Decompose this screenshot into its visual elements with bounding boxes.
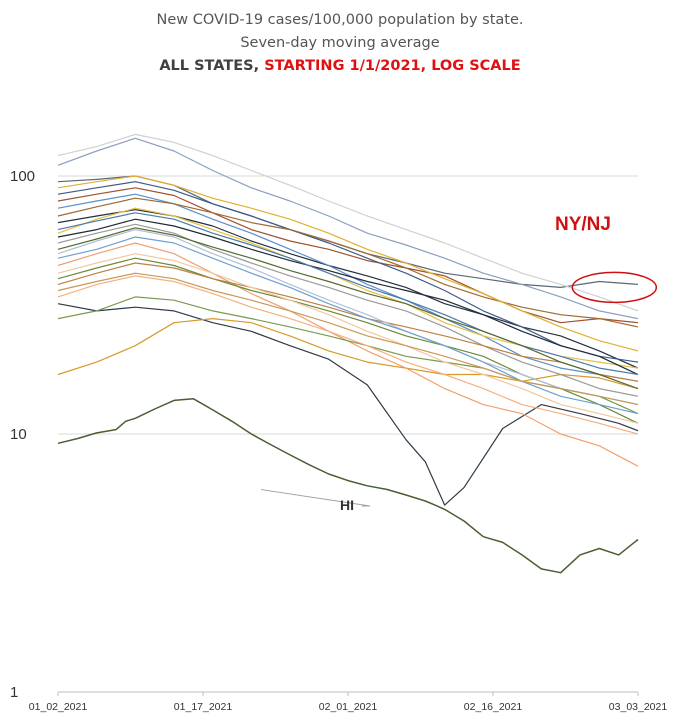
x-tick-label-0: 01_02_2021 bbox=[29, 701, 88, 713]
series-line-state-17 bbox=[57, 197, 639, 328]
chart-title-line2: Seven-day moving average bbox=[240, 35, 440, 51]
y-tick-label-10: 10 bbox=[10, 426, 27, 443]
chart-title-line3: ALL STATES, STARTING 1/1/2021, LOG SCALE bbox=[0, 58, 680, 74]
series-line-state-2 bbox=[57, 209, 639, 369]
series-line-state-11 bbox=[57, 181, 639, 363]
series-line-state-14 bbox=[57, 296, 639, 415]
series-line-state-5 bbox=[57, 137, 639, 320]
series-line-state-3 bbox=[57, 187, 639, 324]
series-line-state-13 bbox=[57, 229, 639, 406]
annotation-leader-hi bbox=[260, 489, 371, 507]
y-tick-label-100: 100 bbox=[10, 168, 35, 185]
series-line-state-12 bbox=[57, 262, 639, 382]
chart-title-line1: New COVID-19 cases/100,000 population by… bbox=[156, 12, 524, 28]
series-line-state-18 bbox=[57, 236, 639, 415]
series-line-hi bbox=[57, 397, 639, 574]
annotation-label-hi: HI bbox=[340, 497, 354, 513]
x-tick-label-1: 01_17_2021 bbox=[174, 701, 233, 713]
series-line-state-20 bbox=[57, 272, 639, 406]
series-line-state-4 bbox=[57, 318, 639, 390]
series-line-state-15 bbox=[57, 253, 639, 424]
series-line-state-10 bbox=[57, 223, 639, 397]
annotation-circle-nynj bbox=[571, 271, 658, 304]
series-line-state-23 bbox=[57, 275, 639, 435]
annotation-label-nynj: NY/NJ bbox=[555, 214, 611, 235]
x-tick-label-2: 02_01_2021 bbox=[319, 701, 378, 713]
series-line-state-19 bbox=[57, 133, 639, 312]
chart-title-line3-part1: ALL STATES, bbox=[159, 58, 260, 74]
y-tick-label-1: 1 bbox=[10, 684, 18, 701]
series-line-state-24 bbox=[57, 227, 639, 390]
series-line-state-6 bbox=[57, 193, 639, 382]
chart-title-line3-part2: STARTING 1/1/2021, LOG SCALE bbox=[264, 58, 521, 74]
x-tick-label-4: 03_03_2021 bbox=[609, 701, 668, 713]
series-line-state-22 bbox=[57, 212, 639, 376]
series-line-state-0 bbox=[57, 303, 639, 506]
series-line-state-21 bbox=[57, 175, 639, 352]
series-line-state-16 bbox=[57, 218, 639, 376]
x-tick-label-3: 02_16_2021 bbox=[464, 701, 523, 713]
